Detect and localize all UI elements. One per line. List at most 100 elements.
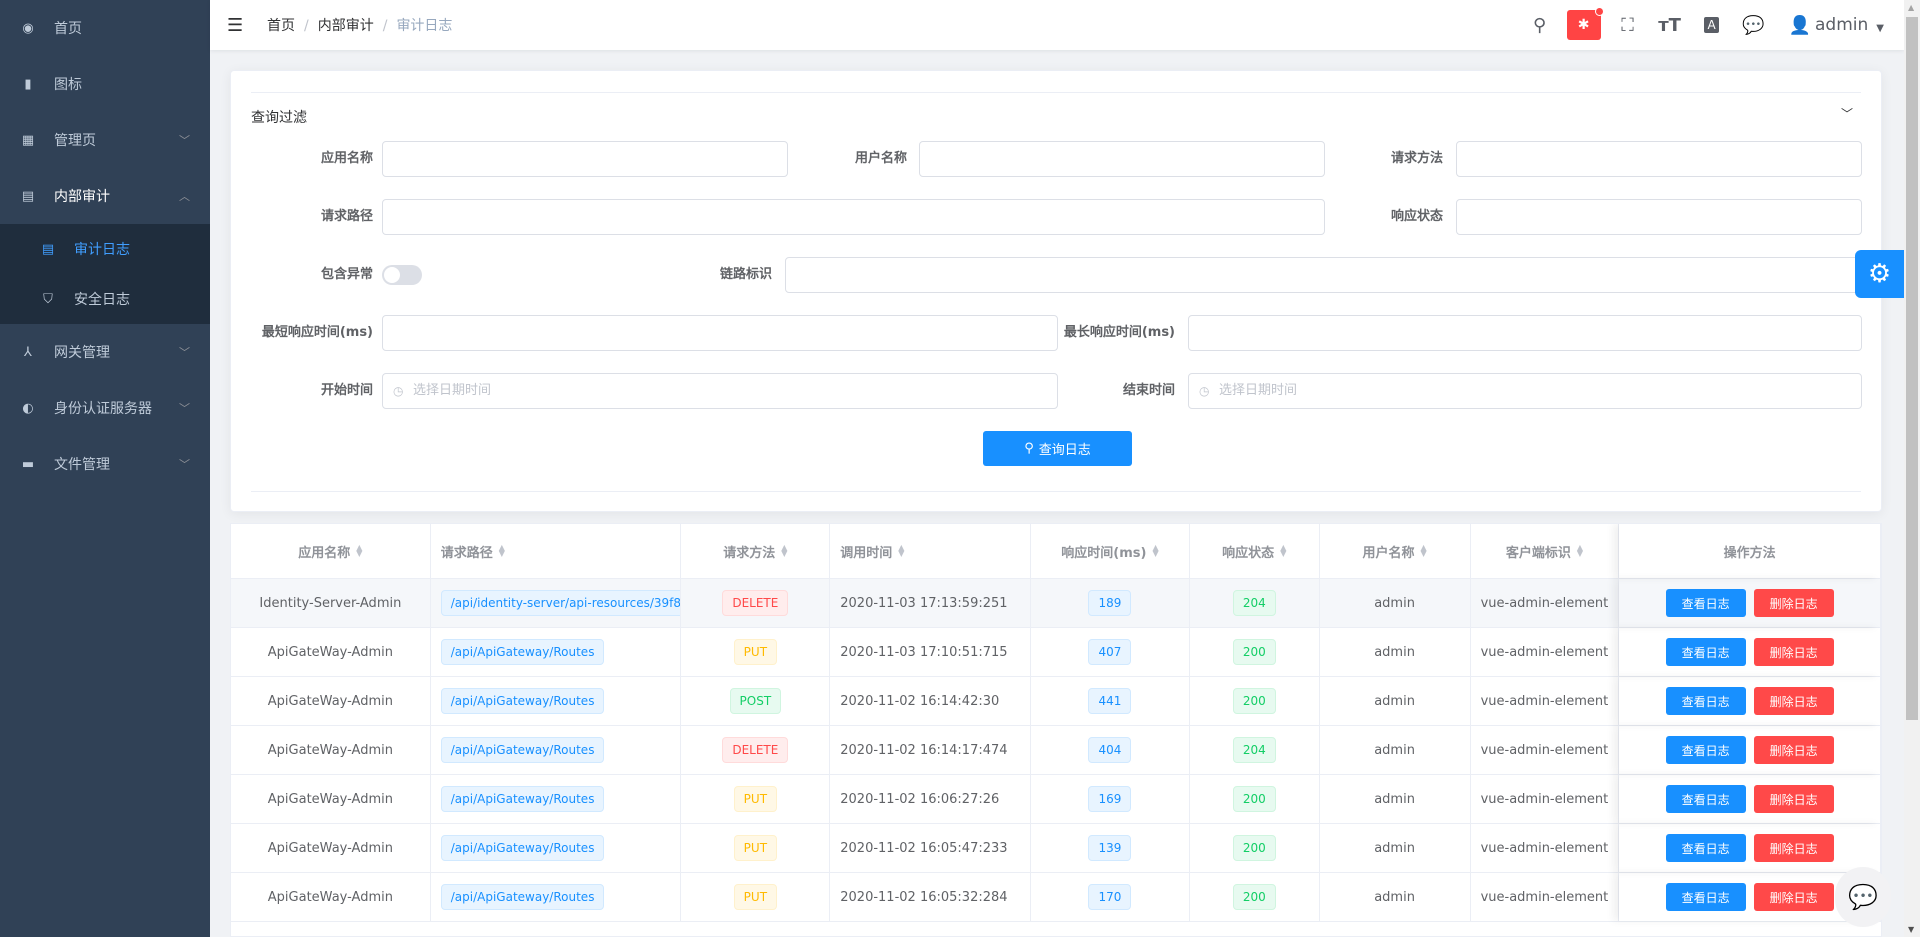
sidebar-item-admin-pages[interactable]: ▦ 管理页 ﹀	[0, 112, 210, 168]
sort-caret-icon[interactable]: ▲ ▼	[1420, 543, 1427, 558]
search-icon[interactable]: ⚲	[1533, 14, 1547, 36]
sidebar-item-home[interactable]: ◉ 首页	[0, 0, 210, 56]
status-input[interactable]	[1456, 199, 1862, 235]
user-icon: 👤	[1788, 14, 1812, 36]
method-input[interactable]	[1456, 141, 1862, 177]
column-header[interactable]: 客户端标识 ▲ ▼	[1471, 524, 1620, 578]
view-log-button[interactable]: 查看日志	[1665, 785, 1746, 813]
sort-caret-icon[interactable]: ▲ ▼	[356, 543, 363, 558]
cell-text: 2020-11-03 17:10:51:715	[840, 644, 1008, 660]
table-cell: ApiGateWay-Admin	[231, 824, 431, 872]
table-cell: vue-admin-element	[1471, 579, 1620, 627]
duration-tag: 404	[1088, 737, 1132, 763]
view-log-button[interactable]: 查看日志	[1665, 638, 1746, 666]
sort-caret-icon[interactable]: ▲ ▼	[498, 543, 505, 558]
actions-cell: 查看日志 删除日志	[1619, 824, 1881, 872]
view-log-button[interactable]: 查看日志	[1665, 834, 1746, 862]
sort-caret-icon[interactable]: ▲ ▼	[1280, 543, 1287, 558]
delete-log-button[interactable]: 删除日志	[1753, 589, 1834, 617]
include-exception-switch[interactable]	[382, 265, 422, 285]
bug-icon[interactable]: ✱	[1566, 7, 1604, 40]
gear-icon: ⚙	[1867, 259, 1892, 289]
delete-log-button[interactable]: 删除日志	[1753, 638, 1834, 666]
table-cell: admin	[1320, 726, 1471, 774]
breadcrumb-home[interactable]: 首页	[267, 18, 295, 34]
column-header[interactable]: 操作方法	[1619, 524, 1881, 578]
trace-input[interactable]	[785, 257, 1862, 293]
end-time-picker[interactable]: ◷ 选择日期时间	[1188, 373, 1862, 409]
column-header-label: 响应状态	[1222, 545, 1275, 561]
start-time-picker[interactable]: ◷ 选择日期时间	[382, 373, 1058, 409]
column-header[interactable]: 响应时间(ms) ▲ ▼	[1031, 524, 1190, 578]
column-header[interactable]: 用户名称 ▲ ▼	[1320, 524, 1471, 578]
filter-card: 查询过滤 ﹀ 应用名称 用户名称 请求方法 请求路径 响应状态 包含异常 链路标…	[230, 70, 1882, 512]
duration-tag: 169	[1088, 786, 1132, 812]
sidebar-item-gateway[interactable]: ⅄ 网关管理 ﹀	[0, 324, 210, 380]
column-header[interactable]: 响应状态 ▲ ▼	[1190, 524, 1320, 578]
column-header[interactable]: 请求路径 ▲ ▼	[431, 524, 682, 578]
delete-log-button[interactable]: 删除日志	[1753, 687, 1834, 715]
chat-bubble-button[interactable]: 💬	[1835, 867, 1891, 927]
delete-log-button[interactable]: 删除日志	[1753, 883, 1834, 911]
view-log-button[interactable]: 查看日志	[1665, 883, 1746, 911]
sidebar-item-identity-server[interactable]: ◐ 身份认证服务器 ﹀	[0, 380, 210, 436]
audit-log-table: 应用名称 ▲ ▼ 请求路径 ▲ ▼ 请求方法 ▲ ▼ 调用时间 ▲ ▼ 响应时间(ms) ▲ ▼ 响应状态 ▲ ▼…	[230, 523, 1882, 937]
page-scrollbar[interactable]: ▲ ▼	[1904, 0, 1920, 937]
delete-log-button[interactable]: 删除日志	[1753, 834, 1834, 862]
sidebar-item-internal-audit[interactable]: ▤ 内部审计 ︿	[0, 168, 210, 224]
sort-caret-icon[interactable]: ▲ ▼	[1152, 543, 1159, 558]
sidebar-item-security-log[interactable]: ⛉ 安全日志	[0, 274, 210, 324]
settings-gear-button[interactable]: ⚙	[1855, 250, 1904, 298]
cell-text: ApiGateWay-Admin	[267, 889, 393, 905]
status-tag: 200	[1232, 884, 1276, 910]
font-size-icon[interactable]: тT	[1658, 14, 1681, 36]
sort-caret-icon[interactable]: ▲ ▼	[898, 543, 905, 558]
table-cell: vue-admin-element	[1471, 677, 1620, 725]
chevron-down-icon: ﹀	[179, 458, 190, 471]
translate-icon[interactable]: A	[1697, 10, 1727, 40]
cell-text: admin	[1374, 840, 1415, 856]
table-cell: ApiGateWay-Admin	[231, 873, 431, 921]
cell-text: ApiGateWay-Admin	[267, 742, 393, 758]
view-log-button[interactable]: 查看日志	[1665, 589, 1746, 617]
table-cell: admin	[1320, 677, 1471, 725]
filter-collapse-title[interactable]: 查询过滤	[251, 110, 307, 126]
sort-caret-icon[interactable]: ▲ ▼	[1576, 543, 1583, 558]
sidebar-item-icons[interactable]: ▮ 图标	[0, 56, 210, 112]
max-duration-input[interactable]	[1188, 315, 1862, 351]
user-dropdown[interactable]: 👤 admin ▼	[1789, 15, 1884, 36]
sidebar-item-file-management[interactable]: ▬ 文件管理 ﹀	[0, 436, 210, 492]
column-header-label: 请求方法	[723, 545, 776, 561]
path-input[interactable]	[382, 199, 1325, 235]
column-header[interactable]: 调用时间 ▲ ▼	[830, 524, 1032, 578]
chevron-up-icon: ︿	[179, 190, 190, 203]
column-header[interactable]: 请求方法 ▲ ▼	[681, 524, 831, 578]
column-header[interactable]: 应用名称 ▲ ▼	[231, 524, 431, 578]
min-duration-input[interactable]	[382, 315, 1058, 351]
breadcrumb-internal-audit[interactable]: 内部审计	[317, 18, 374, 34]
fullscreen-icon[interactable]: ⛶	[1621, 14, 1634, 36]
breadcrumb: 首页 / 内部审计 / 审计日志	[267, 18, 453, 34]
sort-caret-icon[interactable]: ▲ ▼	[781, 543, 788, 558]
user-name-input[interactable]	[919, 141, 1325, 177]
message-icon[interactable]: 💬	[1742, 14, 1765, 36]
cell-text: Identity-Server-Admin	[259, 595, 402, 611]
table-row: ApiGateWay-Admin/api/ApiGateway/Routes PU…	[231, 775, 1881, 824]
hamburger-icon[interactable]: ☰	[227, 14, 244, 36]
path-tag: /api/ApiGateway/Routes	[440, 884, 605, 910]
user-name-label: 用户名称	[854, 151, 907, 166]
chevron-down-icon[interactable]: ﹀	[1840, 107, 1853, 121]
method-tag: PUT	[733, 835, 778, 861]
navbar: ☰ 首页 / 内部审计 / 审计日志 ⚲ ✱ ⛶ тT A 💬 👤 admin ▼	[210, 0, 1904, 50]
table-cell: 170	[1031, 873, 1190, 921]
cell-text: admin	[1374, 644, 1415, 660]
view-log-button[interactable]: 查看日志	[1665, 736, 1746, 764]
search-logs-button[interactable]: ⚲ 查询日志	[983, 431, 1132, 466]
view-log-button[interactable]: 查看日志	[1665, 687, 1746, 715]
delete-log-button[interactable]: 删除日志	[1753, 736, 1834, 764]
sidebar-item-audit-log[interactable]: ▤ 审计日志	[0, 224, 210, 274]
delete-log-button[interactable]: 删除日志	[1753, 785, 1834, 813]
duration-tag: 407	[1088, 639, 1132, 665]
app-name-input[interactable]	[382, 141, 788, 177]
method-tag: DELETE	[722, 737, 789, 763]
